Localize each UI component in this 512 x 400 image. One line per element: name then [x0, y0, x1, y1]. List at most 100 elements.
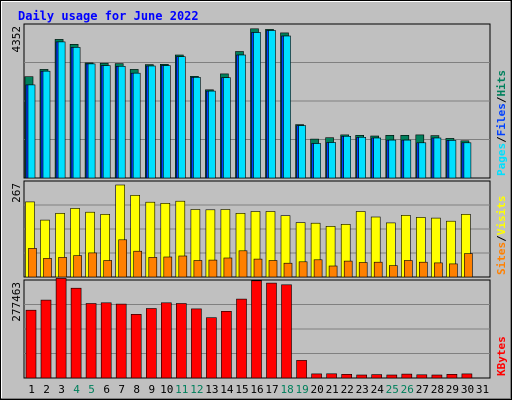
panel-legend: Sites/Visits	[495, 196, 508, 276]
bar-kbytes-day-24	[371, 374, 383, 379]
bar-sites-day-12	[193, 260, 203, 278]
bar-sites-day-19	[298, 261, 308, 278]
legend-entry: Hits	[495, 70, 508, 97]
x-tick-day-2: 2	[43, 383, 50, 396]
series-kbytes	[25, 278, 473, 379]
bar-pages-day-23	[358, 137, 367, 179]
legend-entry: /	[495, 96, 508, 103]
bar-sites-day-10	[163, 256, 173, 278]
bar-pages-day-27	[418, 142, 427, 179]
bar-sites-day-27	[418, 261, 428, 278]
bar-pages-day-30	[463, 142, 472, 179]
bar-sites-day-4	[73, 255, 82, 278]
bar-pages-day-19	[298, 125, 306, 179]
bar-pages-day-29	[448, 140, 457, 179]
bar-kbytes-day-23	[356, 374, 368, 379]
bar-sites-day-28	[434, 262, 443, 278]
x-tick-day-26: 26	[401, 383, 414, 396]
x-tick-day-7: 7	[118, 383, 125, 396]
bar-sites-day-16	[253, 258, 263, 278]
x-axis-tick-labels: 1 2 3 4 5 6 7 8 9 10 11 12 13 14 15 16 17 18 19 20 21 22 23 24 2…	[28, 383, 489, 396]
x-tick-day-19: 19	[295, 383, 308, 396]
bar-sites-day-6	[103, 260, 112, 278]
x-tick-day-23: 23	[356, 383, 369, 396]
x-tick-day-30: 30	[461, 383, 474, 396]
bar-kbytes-day-27	[416, 374, 428, 379]
bar-kbytes-day-21	[326, 373, 337, 379]
bar-sites-day-30	[464, 253, 473, 278]
panel-kbytes: 277463 KBytes	[10, 278, 508, 379]
x-tick-day-15: 15	[235, 383, 248, 396]
legend-entry: Files	[495, 103, 508, 136]
bar-pages-day-17	[268, 30, 276, 179]
bar-pages-day-2	[42, 70, 51, 179]
series-sites	[28, 239, 473, 278]
bar-sites-day-25	[388, 265, 398, 278]
bar-pages-day-25	[388, 139, 397, 179]
bar-kbytes-day-14	[221, 310, 232, 379]
bar-kbytes-day-12	[191, 308, 202, 379]
panel-legend: Pages/Files/Hits	[495, 70, 508, 176]
bar-pages-day-24	[373, 137, 382, 179]
bar-kbytes-day-5	[85, 303, 97, 379]
x-tick-day-25: 25	[386, 383, 399, 396]
bar-kbytes-day-8	[130, 313, 142, 379]
bar-pages-day-20	[313, 143, 321, 179]
bar-pages-day-13	[208, 90, 216, 179]
bar-sites-day-11	[178, 255, 188, 278]
legend-entry: Pages	[495, 143, 508, 176]
bar-kbytes-day-6	[100, 302, 112, 379]
bar-pages-day-7	[117, 66, 126, 179]
bar-kbytes-day-3	[55, 278, 67, 379]
x-tick-day-28: 28	[431, 383, 444, 396]
x-tick-day-13: 13	[205, 383, 218, 396]
x-tick-day-5: 5	[88, 383, 95, 396]
bar-pages-day-16	[253, 32, 261, 179]
bar-sites-day-22	[343, 260, 353, 278]
bar-kbytes-day-4	[70, 287, 82, 379]
bar-pages-day-12	[193, 77, 201, 179]
bar-pages-day-6	[102, 65, 111, 179]
x-tick-day-27: 27	[416, 383, 429, 396]
bar-kbytes-day-20	[311, 373, 322, 379]
bar-kbytes-day-9	[146, 308, 157, 379]
bar-kbytes-day-7	[115, 303, 127, 379]
bar-sites-day-20	[313, 259, 323, 278]
x-tick-day-9: 9	[148, 383, 155, 396]
series-pages	[27, 30, 472, 179]
panel-visits-sites: 267 Sites/Visits	[10, 180, 508, 278]
bar-kbytes-day-30	[461, 373, 473, 379]
bar-kbytes-day-26	[401, 373, 413, 379]
panels-layer: 4352Pages/Files/Hits267Sites/Visits27746…	[10, 23, 508, 379]
series-visits	[25, 184, 471, 278]
bar-kbytes-day-17	[266, 282, 277, 379]
bar-kbytes-day-25	[386, 374, 398, 379]
y-max-label: 267	[10, 183, 23, 203]
bar-pages-day-8	[132, 72, 141, 179]
bar-sites-day-3	[58, 257, 67, 278]
bar-pages-day-3	[57, 41, 66, 179]
bar-kbytes-day-1	[25, 309, 37, 379]
bar-pages-day-5	[87, 63, 96, 179]
x-tick-day-11: 11	[175, 383, 188, 396]
chart-title: Daily usage for June 2022	[18, 9, 199, 23]
x-tick-day-6: 6	[103, 383, 110, 396]
bar-kbytes-day-16	[251, 280, 262, 379]
legend-entry: Sites	[495, 242, 508, 275]
bar-pages-day-1	[27, 84, 36, 179]
bar-pages-day-14	[223, 77, 231, 179]
bar-sites-day-14	[223, 257, 233, 278]
bar-pages-day-10	[163, 65, 171, 179]
x-tick-day-29: 29	[446, 383, 459, 396]
bar-sites-day-15	[238, 250, 248, 278]
bar-sites-day-13	[208, 259, 218, 278]
bar-kbytes-day-22	[341, 373, 353, 379]
bar-pages-day-15	[238, 54, 246, 179]
bar-sites-day-1	[28, 248, 37, 278]
bar-sites-day-17	[268, 260, 278, 278]
x-tick-day-21: 21	[326, 383, 339, 396]
bar-pages-day-26	[403, 139, 412, 179]
